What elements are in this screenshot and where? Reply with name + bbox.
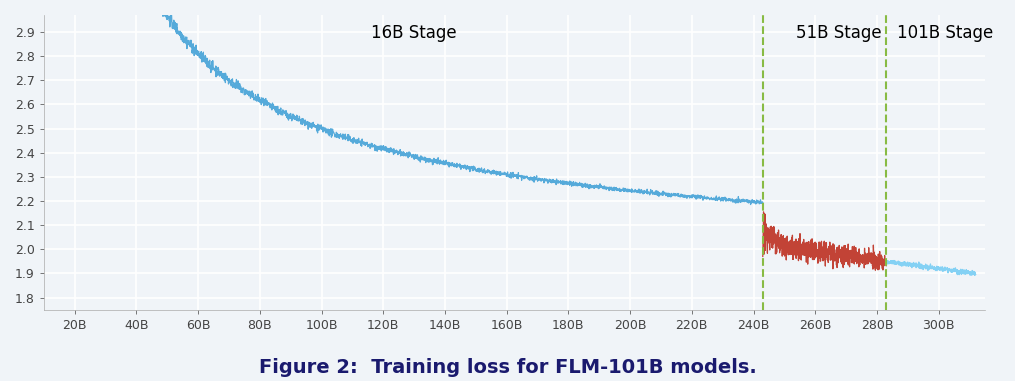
- Text: 51B Stage: 51B Stage: [796, 24, 882, 42]
- Text: Figure 2:  Training loss for FLM-101B models.: Figure 2: Training loss for FLM-101B mod…: [259, 358, 756, 377]
- Text: 16B Stage: 16B Stage: [370, 24, 457, 42]
- Text: 101B Stage: 101B Stage: [897, 24, 994, 42]
